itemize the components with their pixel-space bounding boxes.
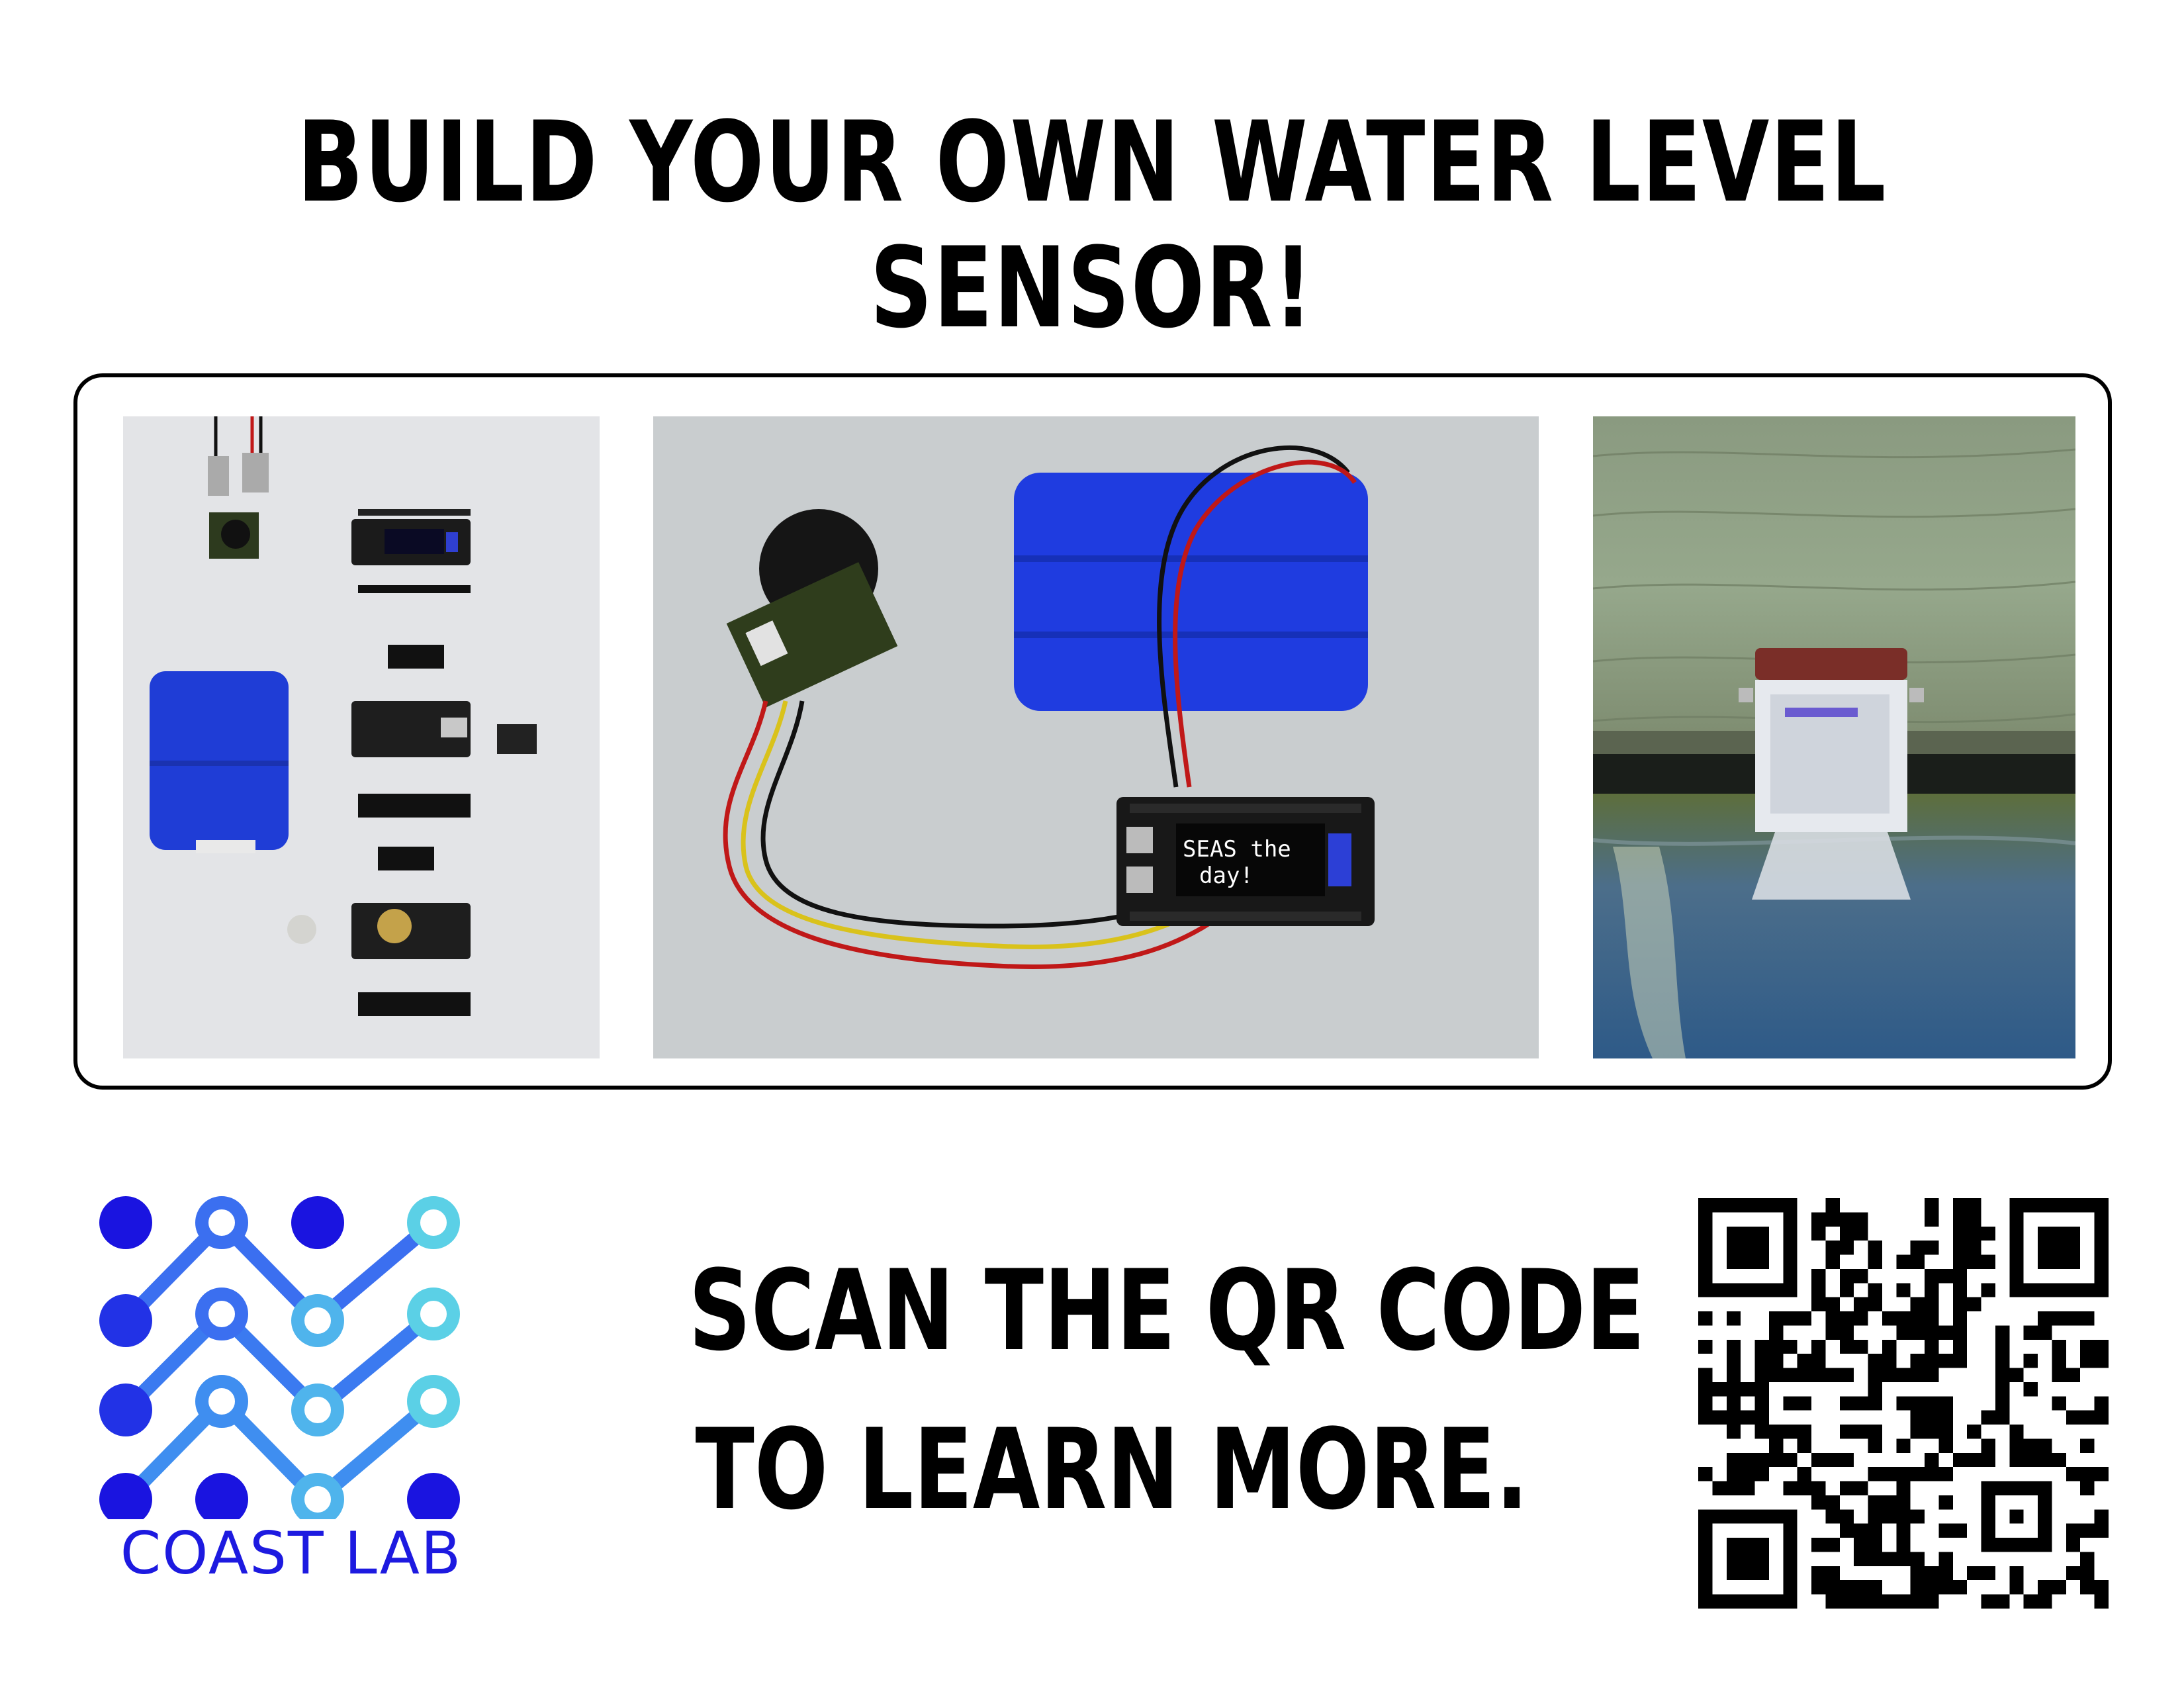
photo-assembled-sensor: SEAS the day! [653, 416, 1539, 1058]
photo-frame: SEAS the day! [73, 373, 2112, 1090]
cta-line-2: TO LEARN MORE. [695, 1405, 1529, 1534]
coast-lab-logo: COAST LAB [99, 1188, 490, 1625]
logo-name: COAST LAB [120, 1519, 463, 1587]
call-to-action: SCAN THE QR CODE TO LEARN MORE. [688, 1231, 1645, 1549]
screen-line-2: day! [1199, 863, 1253, 889]
screen-line-1: SEAS the [1183, 836, 1291, 863]
photo-kit-parts [123, 416, 600, 1058]
photo-deployed-sensor [1593, 416, 2075, 1058]
qr-code-icon[interactable] [1698, 1198, 2109, 1609]
coast-lab-logo-icon [99, 1196, 460, 1519]
cta-line-1: SCAN THE QR CODE [688, 1246, 1645, 1376]
headline: BUILD YOUR OWN WATER LEVEL SENSOR! [296, 97, 1888, 353]
